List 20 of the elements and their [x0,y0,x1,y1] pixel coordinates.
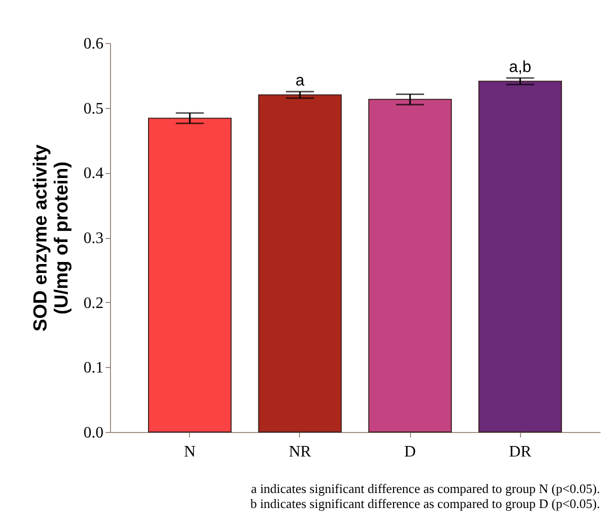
x-tick-label: DR [509,444,532,460]
y-tick-label: 0.5 [84,100,104,118]
annotation: a,b [509,58,532,76]
y-axis-title: SOD enzyme activity (U/mg of protein) [30,144,72,332]
y-tick-label: 0.6 [84,36,104,52]
bar [148,118,232,432]
text: b indicates significant difference as compared to group D (p<0.05). [250,496,600,511]
bar [258,94,342,432]
y-tick-label: 0.2 [84,294,104,312]
bar [368,98,452,432]
x-tick-label: NR [288,444,312,460]
y-tick-label: 0.3 [84,230,104,247]
y-tick-label: 0.4 [84,165,104,182]
x-tick-label: D [404,444,416,460]
y-tick-label: 0.0 [84,424,104,442]
text: a indicates significant difference as compared to group N (p<0.05). [251,481,600,496]
x-tick-label: N [184,444,196,460]
y-tick-label: 0.1 [84,360,104,377]
annotation: a [295,72,304,90]
bar [478,80,562,432]
